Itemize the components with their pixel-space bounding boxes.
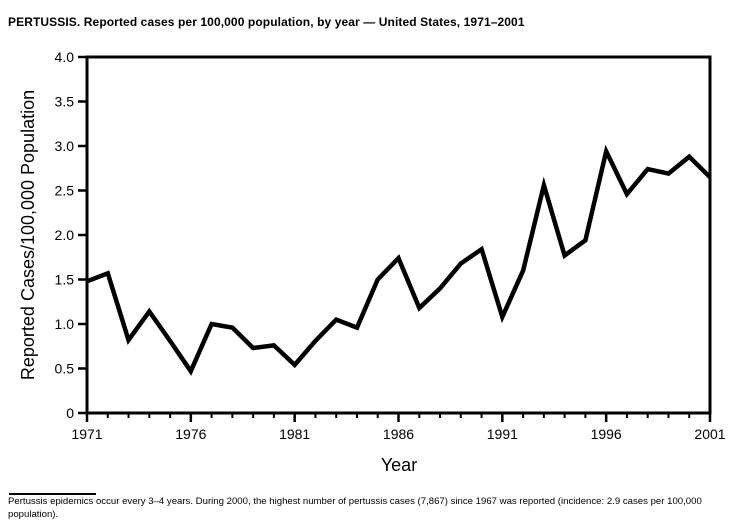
x-tick-label: 1971 <box>71 426 102 442</box>
y-axis-label: Reported Cases/100,000 Population <box>18 90 38 380</box>
y-tick-label: 2.5 <box>55 183 75 199</box>
x-axis-label: Year <box>381 455 417 475</box>
y-tick-label: 1.5 <box>55 272 75 288</box>
y-tick-label: 3.0 <box>55 138 75 154</box>
y-tick-label: 3.5 <box>55 94 75 110</box>
footnote-text: Pertussis epidemics occur every 3–4 year… <box>8 496 702 520</box>
x-tick-label: 1986 <box>383 426 414 442</box>
x-tick-label: 1976 <box>175 426 206 442</box>
pertussis-line-chart: Year Reported Cases/100,000 Population 0… <box>18 49 726 475</box>
x-tick-label: 1981 <box>279 426 310 442</box>
x-tick-label: 1991 <box>487 426 518 442</box>
y-tick-label: 2.0 <box>55 227 75 243</box>
figure-title: PERTUSSIS. Reported cases per 100,000 po… <box>8 15 525 29</box>
x-tick-label: 2001 <box>694 426 725 442</box>
y-tick-label: 0 <box>66 405 74 421</box>
y-tick-label: 4.0 <box>55 49 75 65</box>
x-tick-label: 1996 <box>591 426 622 442</box>
y-tick-label: 1.0 <box>55 316 75 332</box>
footnote-divider <box>9 493 96 495</box>
y-tick-label: 0.5 <box>55 361 75 377</box>
pertussis-incidence-line <box>86 144 712 376</box>
